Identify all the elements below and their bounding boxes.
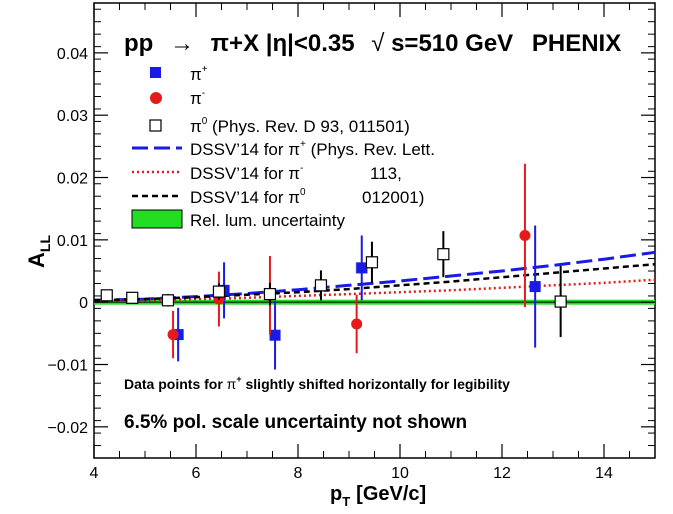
y-tick-label-3: 0.01 <box>57 233 88 250</box>
legend-label-dssv-minus: DSSV’14 for π- 113, <box>190 163 402 183</box>
point-pi-zero-8 <box>554 295 567 308</box>
x-tick-label-1: 6 <box>192 465 201 482</box>
title-experiment: PHENIX <box>532 30 621 57</box>
title-energy: s=510 GeV <box>391 30 513 57</box>
theory-curve-2 <box>93 262 656 302</box>
legend-label-pi-minus: π- <box>190 88 205 108</box>
point-pi-zero-5 <box>314 279 328 292</box>
legend-marker-pi-minus <box>150 92 162 104</box>
y-tick-label-4: 0.02 <box>57 171 88 188</box>
legend-swatch-rel-lum <box>131 209 183 229</box>
x-tick-label-0: 4 <box>90 465 99 482</box>
legend-label-rel-lum: Rel. lum. uncertainty <box>190 211 345 230</box>
y-tick-label-0: −0.02 <box>48 420 89 437</box>
x-tick-label-5: 14 <box>595 465 613 482</box>
point-pi-zero-0 <box>100 289 113 302</box>
axes-layer: 4 6 8 10 12 14 −0.02 −0.01 0 0.01 0.02 0.03 0.04 <box>48 3 656 482</box>
y-tick-label-1: −0.01 <box>48 358 89 375</box>
legend: π+ π- π0 (Phys. Rev. D 93, 011501) DSSV’… <box>131 64 435 230</box>
point-pi-zero-4 <box>263 287 277 301</box>
point-pi-zero-7 <box>437 248 450 261</box>
point-pi-plus-4 <box>529 281 541 293</box>
legend-marker-pi-plus <box>150 67 161 78</box>
point-pi-zero-3 <box>212 285 226 298</box>
annotation-shift-note: Data points for π+ slightly shifted hori… <box>124 374 510 392</box>
x-tick-label-3: 10 <box>391 465 409 482</box>
legend-label-pi-zero: π0 (Phys. Rev. D 93, 011501) <box>190 116 410 136</box>
x-axis-title: pT [GeV/c] <box>330 483 426 509</box>
legend-marker-pi-zero <box>149 119 162 132</box>
title-sqrt: √ <box>371 30 385 57</box>
annotation-pol-note: 6.5% pol. scale uncertainty not shown <box>124 412 467 433</box>
y-tick-label-5: 0.03 <box>57 108 88 125</box>
theory-curve-1 <box>93 278 656 303</box>
x-tick-label-2: 8 <box>294 465 303 482</box>
legend-label-dssv-plus: DSSV’14 for π+ (Phys. Rev. Lett. <box>190 139 435 159</box>
title-reaction: π+X |η|<0.35 <box>211 30 355 57</box>
legend-label-dssv-zero: DSSV’14 for π0 012001) <box>190 187 424 207</box>
point-pi-zero-6 <box>365 256 379 269</box>
y-axis-title: ALL <box>24 235 53 268</box>
rel-lum-band-layer <box>94 299 655 305</box>
point-pi-minus-4 <box>519 229 531 241</box>
point-pi-plus-2 <box>269 329 281 341</box>
legend-label-pi-plus: π+ <box>190 64 208 84</box>
point-pi-zero-2 <box>161 294 175 307</box>
point-pi-minus-3 <box>351 318 363 330</box>
point-pi-zero-1 <box>126 291 139 304</box>
y-tick-label-2: 0 <box>79 295 88 312</box>
point-pi-plus-3 <box>356 262 368 274</box>
title-arrow: → <box>170 30 194 57</box>
chart-title: pp → π+X |η|<0.35 √ s=510 GeV PHENIX <box>124 30 621 57</box>
title-pp: pp <box>124 30 153 57</box>
theory-curves-layer <box>93 250 656 303</box>
data-points-layer <box>100 163 567 370</box>
y-tick-label-6: 0.04 <box>57 46 88 63</box>
x-tick-label-4: 12 <box>493 465 511 482</box>
point-pi-minus-0 <box>167 329 179 341</box>
